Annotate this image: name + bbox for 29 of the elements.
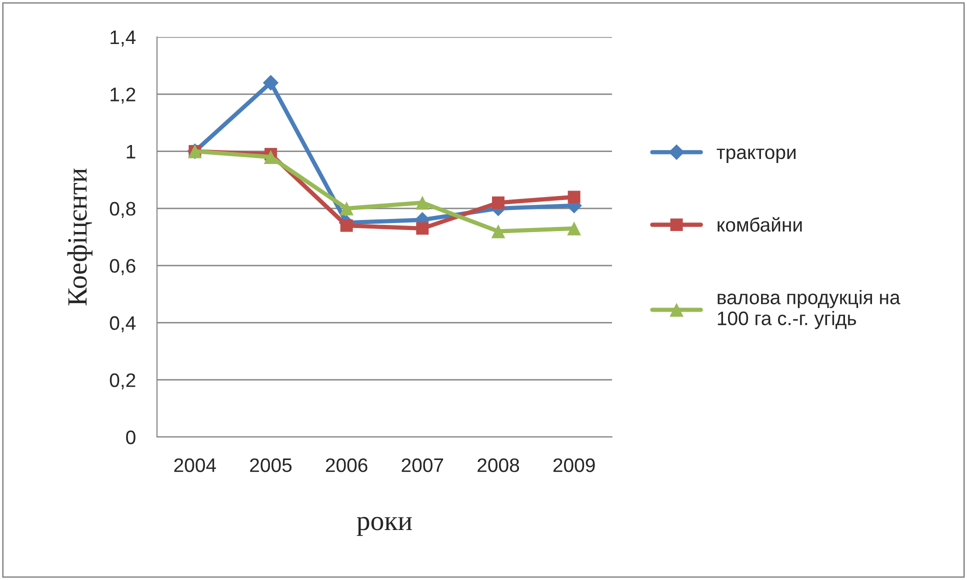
x-tick-label: 2009 (553, 458, 595, 472)
legend-label: валова продукція на 100 га с.-г. угідь (718, 290, 900, 330)
legend-label: комбайни (718, 217, 802, 232)
x-tick-label: 2007 (402, 458, 444, 472)
point (492, 196, 504, 209)
y-tick-label: 1,2 (110, 88, 136, 104)
point (491, 224, 506, 238)
x-tick-label: 2004 (174, 458, 216, 472)
point (262, 74, 279, 91)
point (567, 221, 582, 236)
y-tick-label: 0,6 (110, 259, 136, 276)
point (415, 196, 430, 210)
x-axis-title: роки (356, 516, 412, 536)
x-tick-label: 2008 (478, 458, 520, 472)
y-axis-title: Коефіцєнти (67, 168, 92, 306)
y-tick-label: 1,4 (110, 30, 136, 47)
x-tick-label: 2005 (250, 458, 292, 472)
point (416, 222, 429, 235)
point (568, 190, 580, 204)
y-tick-label: 0 (126, 430, 136, 444)
x-tick-label: 2006 (326, 458, 368, 472)
point (340, 219, 353, 232)
y-tick-label: 0,4 (110, 316, 136, 332)
point (340, 201, 354, 216)
y-tick-label: 1 (126, 144, 136, 158)
y-tick-label: 0,2 (110, 373, 136, 390)
point (264, 150, 278, 164)
legend-label: трактори (716, 148, 796, 164)
y-tick-label: 0,8 (110, 202, 136, 218)
